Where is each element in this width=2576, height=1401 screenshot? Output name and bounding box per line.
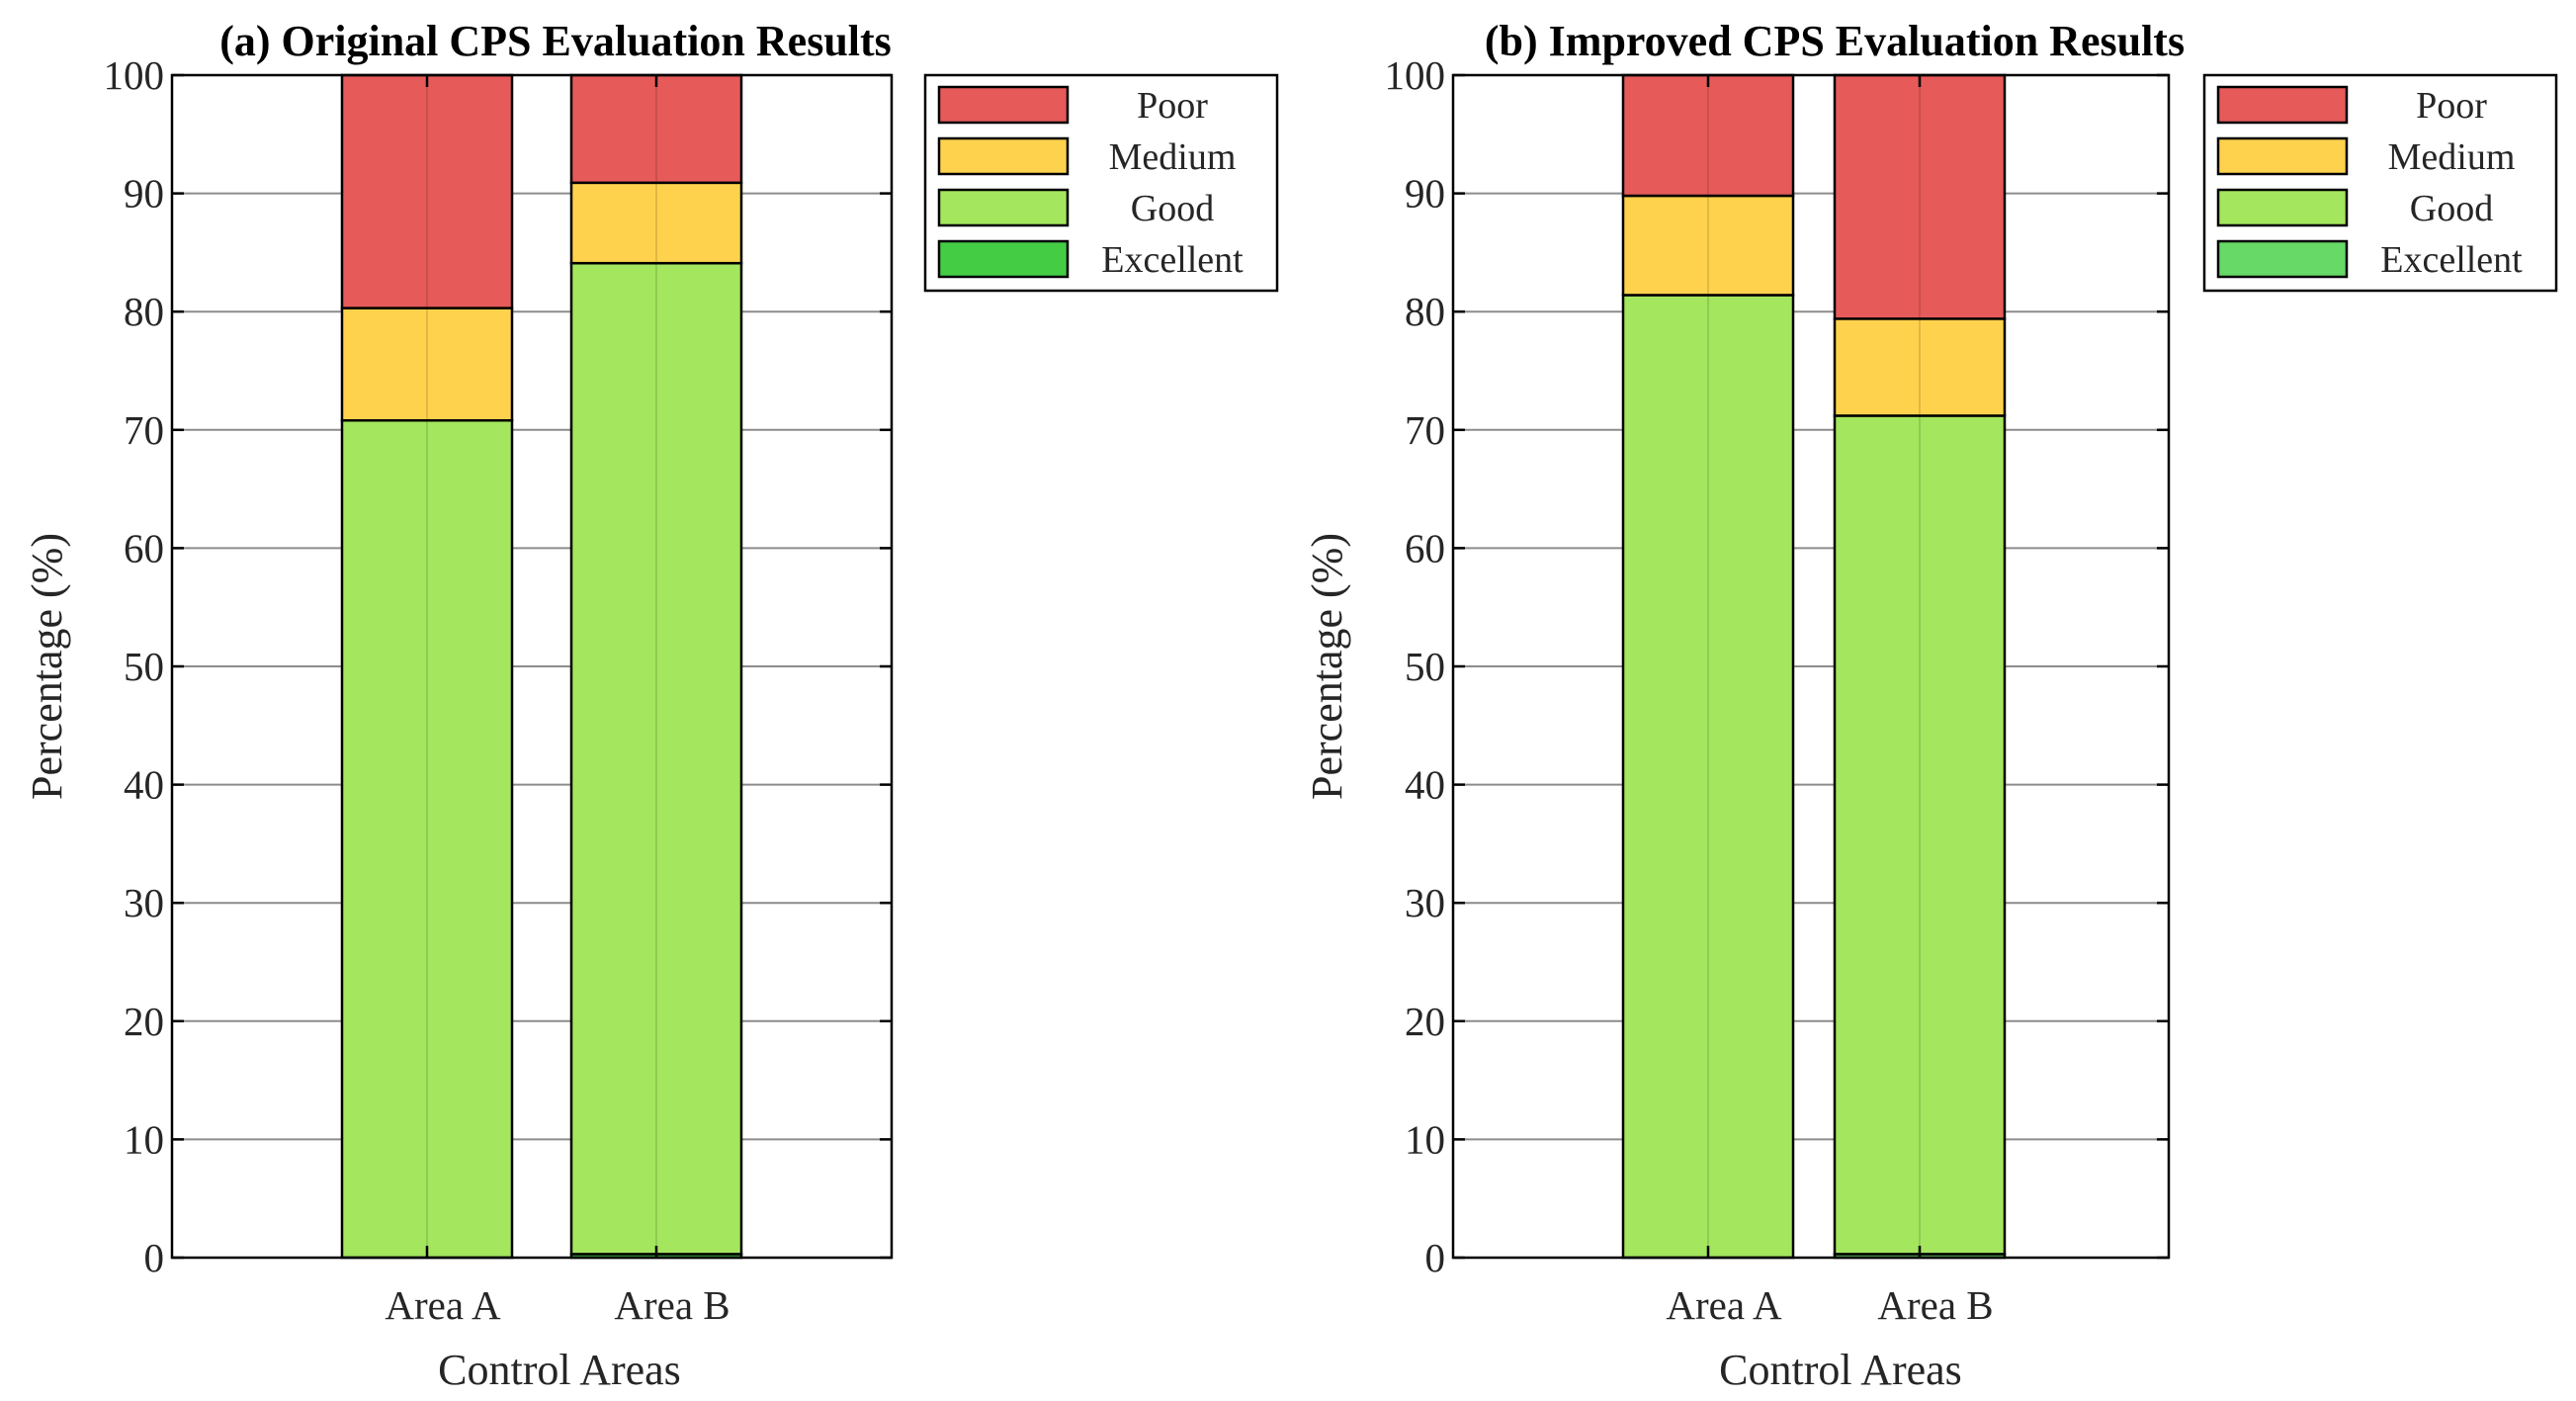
y-tick-label: 100 (104, 52, 165, 98)
legend-entries: Poor Medium Good Excellent (2216, 85, 2523, 281)
y-tick-label: 80 (1405, 289, 1445, 334)
bar-segment-poor (1621, 73, 1795, 198)
y-tick-label: 20 (1405, 999, 1445, 1044)
plot-area-frame (1451, 73, 2171, 1260)
bar-segment-medium (340, 306, 514, 422)
y-tick-label: 60 (124, 525, 164, 570)
bar-segment-poor (340, 73, 514, 309)
bar-segment-good (1833, 414, 2007, 1256)
legend-label-excellent: Excellent (1101, 239, 1244, 281)
legend-entries: Poor Medium Good Excellent (937, 85, 1244, 281)
legend-swatch-good (2216, 188, 2349, 227)
x-tick-label: Area A (385, 1282, 501, 1328)
bars (1621, 73, 2007, 1260)
x-axis-label: Control Areas (1719, 1346, 1962, 1394)
legend-swatch-excellent (937, 239, 1070, 279)
y-tick-label: 90 (1405, 171, 1445, 217)
legend-swatch-good (937, 188, 1070, 227)
y-tick-label: 40 (124, 762, 164, 808)
x-tick-labels: Area A Area B (385, 1282, 730, 1328)
bars (340, 73, 743, 1260)
legend-swatch-medium (2216, 136, 2349, 176)
legend-label-poor: Poor (2416, 85, 2487, 127)
y-tick-label: 20 (124, 999, 164, 1044)
legend-label-excellent: Excellent (2380, 239, 2523, 281)
legend-label-medium: Medium (2388, 136, 2516, 178)
y-axis-label: Percentage (%) (23, 533, 71, 800)
chart-panel-improved: (b) Improved CPS Evaluation Results 0 10 2… (1303, 17, 2558, 1394)
x-axis-label: Control Areas (438, 1346, 681, 1394)
legend-swatch-poor (2216, 85, 2349, 125)
bar-segment-medium (569, 181, 743, 265)
y-tick-label: 40 (1405, 762, 1445, 808)
y-tick-label: 60 (1405, 525, 1445, 570)
legend-label-poor: Poor (1137, 85, 1208, 127)
bar-segment-medium (1621, 194, 1795, 297)
x-tick-label: Area B (1877, 1282, 1993, 1328)
y-tick-label: 70 (124, 407, 164, 453)
y-gridlines (172, 73, 892, 1260)
y-axis-label: Percentage (%) (1303, 533, 1351, 800)
y-tick-label: 70 (1405, 407, 1445, 453)
y-tick-label: 100 (1385, 52, 1446, 98)
y-gridlines (1453, 73, 2169, 1260)
y-tick-label: 80 (124, 289, 164, 334)
bar-segment-good (1621, 294, 1795, 1260)
legend-swatch-medium (937, 136, 1070, 176)
legend: Poor Medium Good Excellent (923, 73, 1279, 293)
legend: Poor Medium Good Excellent (2202, 73, 2558, 293)
y-tick-label: 50 (124, 644, 164, 689)
legend-label-good: Good (1131, 188, 1214, 229)
x-tick-label: Area B (614, 1282, 730, 1328)
y-tick-labels: 0 10 20 30 40 50 60 70 80 90 100 (1385, 52, 1446, 1280)
chart-panel-original: (a) Original CPS Evaluation Results 0 10 2… (23, 17, 1279, 1394)
x-tick-label: Area A (1666, 1282, 1782, 1328)
y-tick-label: 10 (1405, 1116, 1445, 1162)
chart-title: (b) Improved CPS Evaluation Results (1485, 17, 2185, 65)
y-tick-label: 10 (124, 1116, 164, 1162)
y-tick-label: 30 (1405, 880, 1445, 925)
bar-segment-poor (569, 73, 743, 185)
x-tick-labels: Area A Area B (1666, 1282, 1993, 1328)
plot-area-frame (170, 73, 894, 1260)
bar-segment-good (569, 261, 743, 1256)
legend-label-medium: Medium (1109, 136, 1237, 178)
legend-swatch-poor (937, 85, 1070, 125)
y-tick-label: 90 (124, 171, 164, 217)
y-tick-label: 0 (1425, 1235, 1446, 1280)
y-tick-label: 50 (1405, 644, 1445, 689)
chart-title: (a) Original CPS Evaluation Results (219, 17, 892, 65)
legend-swatch-excellent (2216, 239, 2349, 279)
y-tick-labels: 0 10 20 30 40 50 60 70 80 90 100 (104, 52, 165, 1280)
bar-segment-good (340, 418, 514, 1260)
y-tick-label: 0 (144, 1235, 165, 1280)
legend-label-good: Good (2410, 188, 2493, 229)
y-tick-label: 30 (124, 880, 164, 925)
